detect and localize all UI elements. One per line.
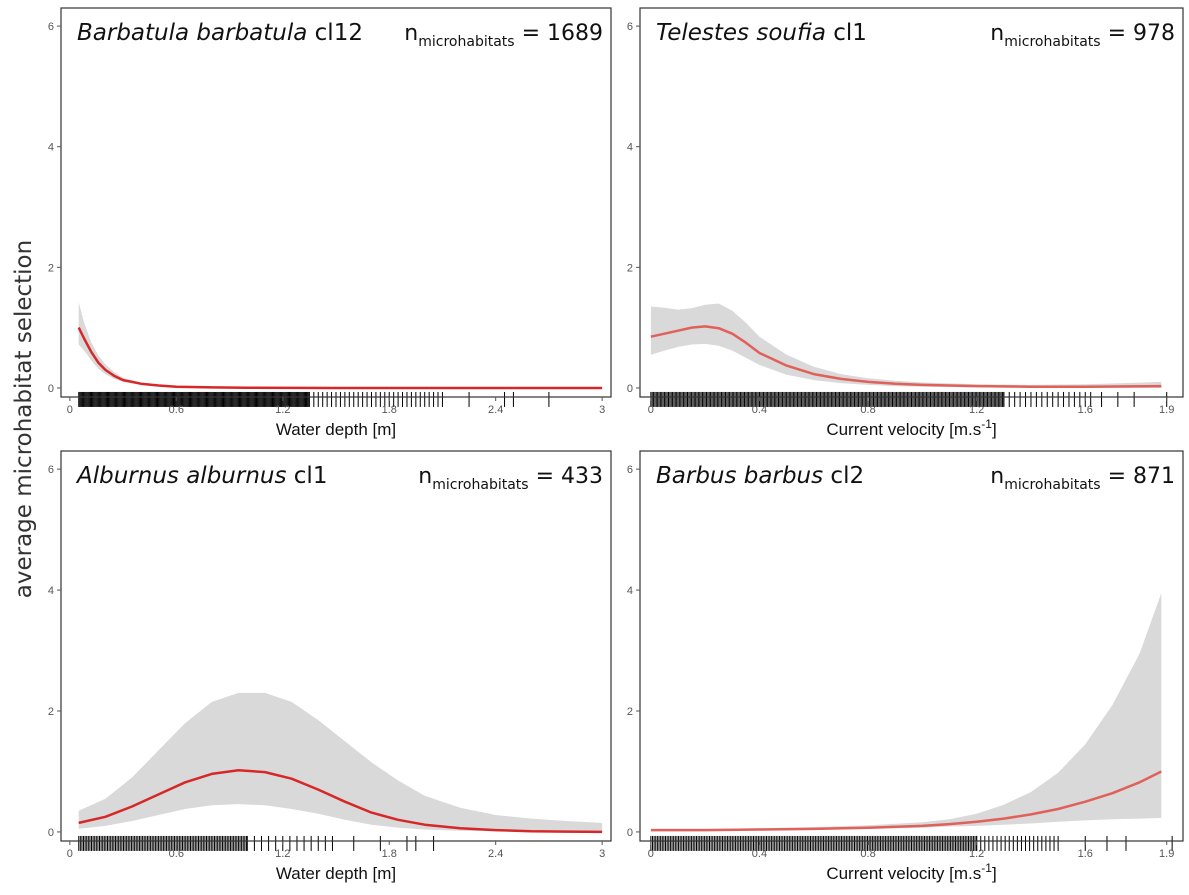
fitted-line <box>650 770 1162 832</box>
panel-frame <box>639 7 1184 398</box>
sample-size-label: nmicrohabitats = 433 <box>418 464 603 493</box>
sample-size-label: nmicrohabitats = 871 <box>990 464 1175 493</box>
x-tick-label: 0.8 <box>860 404 875 416</box>
y-tick-label: 6 <box>48 464 54 476</box>
y-tick-label: 6 <box>48 21 54 33</box>
panel-title: Barbus barbus cl2 <box>656 463 864 489</box>
y-tick-label: 4 <box>48 142 54 154</box>
sample-size-label: nmicrohabitats = 1689 <box>404 21 603 50</box>
panel-frame <box>60 7 612 398</box>
panel-title: Barbatula barbatula cl12 <box>77 20 363 46</box>
confidence-band <box>650 593 1162 831</box>
panel-3: 0 2 4 6 0 0.6 1.2 1.8 2.4 3 Water depth [m] Alburnu… <box>48 450 612 883</box>
y-tick-label: 2 <box>48 706 54 718</box>
panel-frame <box>60 450 612 842</box>
x-tick-label: 0 <box>648 404 654 416</box>
rug-marks <box>78 835 435 851</box>
fitted-line <box>77 327 603 390</box>
x-tick-label: 0 <box>67 404 73 416</box>
rug-marks <box>78 391 550 407</box>
x-tick-label: 1.6 <box>1078 404 1093 416</box>
y-tick-label: 2 <box>627 262 633 274</box>
x-tick-label: 3 <box>599 848 605 860</box>
x-tick-label: 1.2 <box>275 848 290 860</box>
panel-title: Alburnus alburnus cl1 <box>75 463 327 489</box>
x-tick-label: 0 <box>67 848 73 860</box>
panel-4: 0 2 4 6 0 0.4 0.8 1.2 1.6 1.9 Current velocity [m.… <box>627 450 1184 883</box>
confidence-band <box>650 303 1162 388</box>
confidence-band <box>78 692 603 832</box>
x-tick-label: 0.8 <box>860 848 875 860</box>
y-tick-label: 0 <box>48 383 54 395</box>
y-tick-label: 0 <box>627 383 633 395</box>
x-tick-label: 2.4 <box>488 404 503 416</box>
x-tick-label: 1.2 <box>275 404 290 416</box>
x-tick-label: 1.8 <box>382 848 397 860</box>
fitted-line <box>78 769 603 834</box>
x-tick-label: 1.2 <box>969 404 984 416</box>
x-tick-label: 0.4 <box>752 404 767 416</box>
sample-size-label: nmicrohabitats = 978 <box>990 21 1175 50</box>
panel-title: Telestes soufia cl1 <box>656 20 867 46</box>
confidence-band <box>78 302 603 388</box>
x-tick-label: 0 <box>648 848 654 860</box>
y-tick-label: 0 <box>627 827 633 839</box>
panel-frame <box>639 450 1184 842</box>
x-tick-label: 1.9 <box>1159 404 1174 416</box>
y-tick-label: 4 <box>48 585 54 597</box>
rug-marks <box>650 835 1173 851</box>
rug-marks <box>650 391 1168 407</box>
x-tick-label: 2.4 <box>488 848 503 860</box>
x-tick-label: 0.6 <box>169 848 184 860</box>
x-tick-label: 0.4 <box>752 848 767 860</box>
y-tick-label: 6 <box>627 464 633 476</box>
x-tick-label: 1.2 <box>969 848 984 860</box>
y-tick-label: 2 <box>48 262 54 274</box>
x-axis-label: Water depth [m] <box>276 420 396 439</box>
x-tick-label: 1.8 <box>382 404 397 416</box>
fitted-line <box>650 325 1162 388</box>
y-tick-label: 0 <box>48 827 54 839</box>
panel-1: 0 2 4 6 0 0.6 1.2 1.8 2.4 3 Water depth [m] Barbatu… <box>48 7 612 439</box>
y-tick-label: 4 <box>627 142 633 154</box>
x-tick-label: 0.6 <box>169 404 184 416</box>
x-tick-label: 1.6 <box>1078 848 1093 860</box>
y-tick-label: 2 <box>627 706 633 718</box>
x-tick-label: 3 <box>599 404 605 416</box>
panel-2: 0 2 4 6 0 0.4 0.8 1.2 1.6 1.9 Current velocity [m.… <box>627 7 1184 439</box>
x-axis-label: Current velocity [m.s-1] <box>826 417 996 439</box>
y-tick-label: 6 <box>627 21 633 33</box>
x-axis-label: Water depth [m] <box>276 864 396 883</box>
x-axis-label: Current velocity [m.s-1] <box>826 861 996 883</box>
x-tick-label: 1.9 <box>1159 848 1174 860</box>
y-tick-label: 4 <box>627 585 633 597</box>
